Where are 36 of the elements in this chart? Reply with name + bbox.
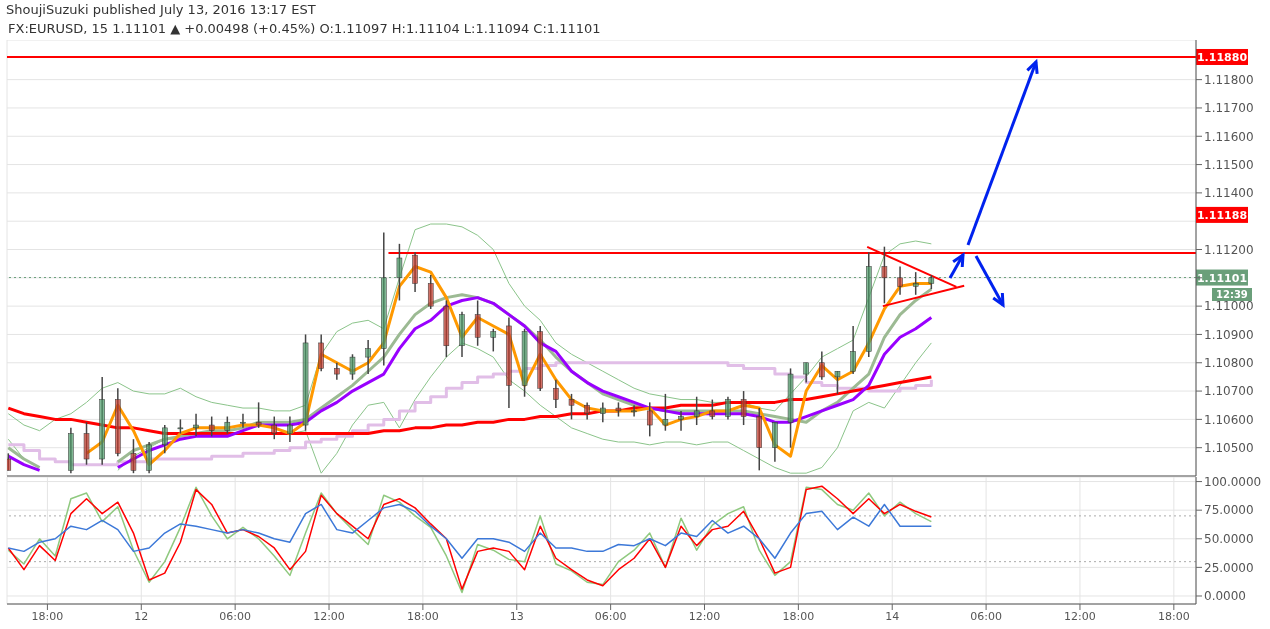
x-tick-label: 12:00 <box>1064 609 1096 623</box>
y-tick-label: 1.11800 <box>1204 72 1254 87</box>
y-tick-label: 1.11700 <box>1204 101 1254 116</box>
x-tick-label: 14 <box>885 609 900 623</box>
y-tick-label: 1.10700 <box>1204 384 1254 399</box>
y-tick-label: 1.11200 <box>1204 242 1254 257</box>
text: 12:39 <box>1212 288 1252 301</box>
x-tick-label: 12:00 <box>688 609 721 623</box>
x-tick-label: 06:00 <box>594 609 627 623</box>
x-tick-label: 12 <box>134 609 149 623</box>
ref-line-label: 1.11101 <box>1196 271 1248 285</box>
y-tick-label: 1.11400 <box>1204 186 1254 201</box>
y-tick-label: 1.11600 <box>1204 129 1254 144</box>
x-tick-label: 18:00 <box>782 609 815 623</box>
y-tick-label: 50.0000 <box>1204 532 1254 547</box>
chart-title: ShoujiSuzuki published July 13, 2016 13:17 EST <box>6 2 316 17</box>
y-tick-label: 1.10500 <box>1204 440 1254 455</box>
x-tick-label: 18:00 <box>407 609 439 623</box>
x-tick-label: 18:00 <box>1157 609 1190 623</box>
ref-line-label: 1.11880 <box>1196 50 1248 64</box>
y-tick-label: 75.0000 <box>1204 503 1254 518</box>
x-tick-label: 18:00 <box>31 609 64 623</box>
y-tick-label: 100.0000 <box>1204 474 1262 489</box>
annotation: 1.11188 <box>1196 208 1248 222</box>
y-tick-label: 25.0000 <box>1204 560 1254 575</box>
x-tick-label: 06:00 <box>219 609 251 623</box>
y-tick-label: 1.11000 <box>1204 299 1254 314</box>
y-tick-label: 1.10800 <box>1204 356 1254 371</box>
x-tick-label: 13 <box>509 609 524 623</box>
x-tick-label: 06:00 <box>970 609 1002 623</box>
y-tick-label: 0.0000 <box>1204 589 1246 604</box>
y-tick-label: 1.11500 <box>1204 157 1254 172</box>
x-tick-label: 12:00 <box>313 609 345 623</box>
y-tick-label: 1.10900 <box>1204 327 1254 342</box>
chart-subtitle: FX:EURUSD, 15 1.11101 ▲ +0.00498 (+0.45%) O:1.11097 H:1.11104 L:1.11094 C:1.11101 <box>8 21 601 36</box>
y-tick-label: 1.10600 <box>1204 412 1254 427</box>
